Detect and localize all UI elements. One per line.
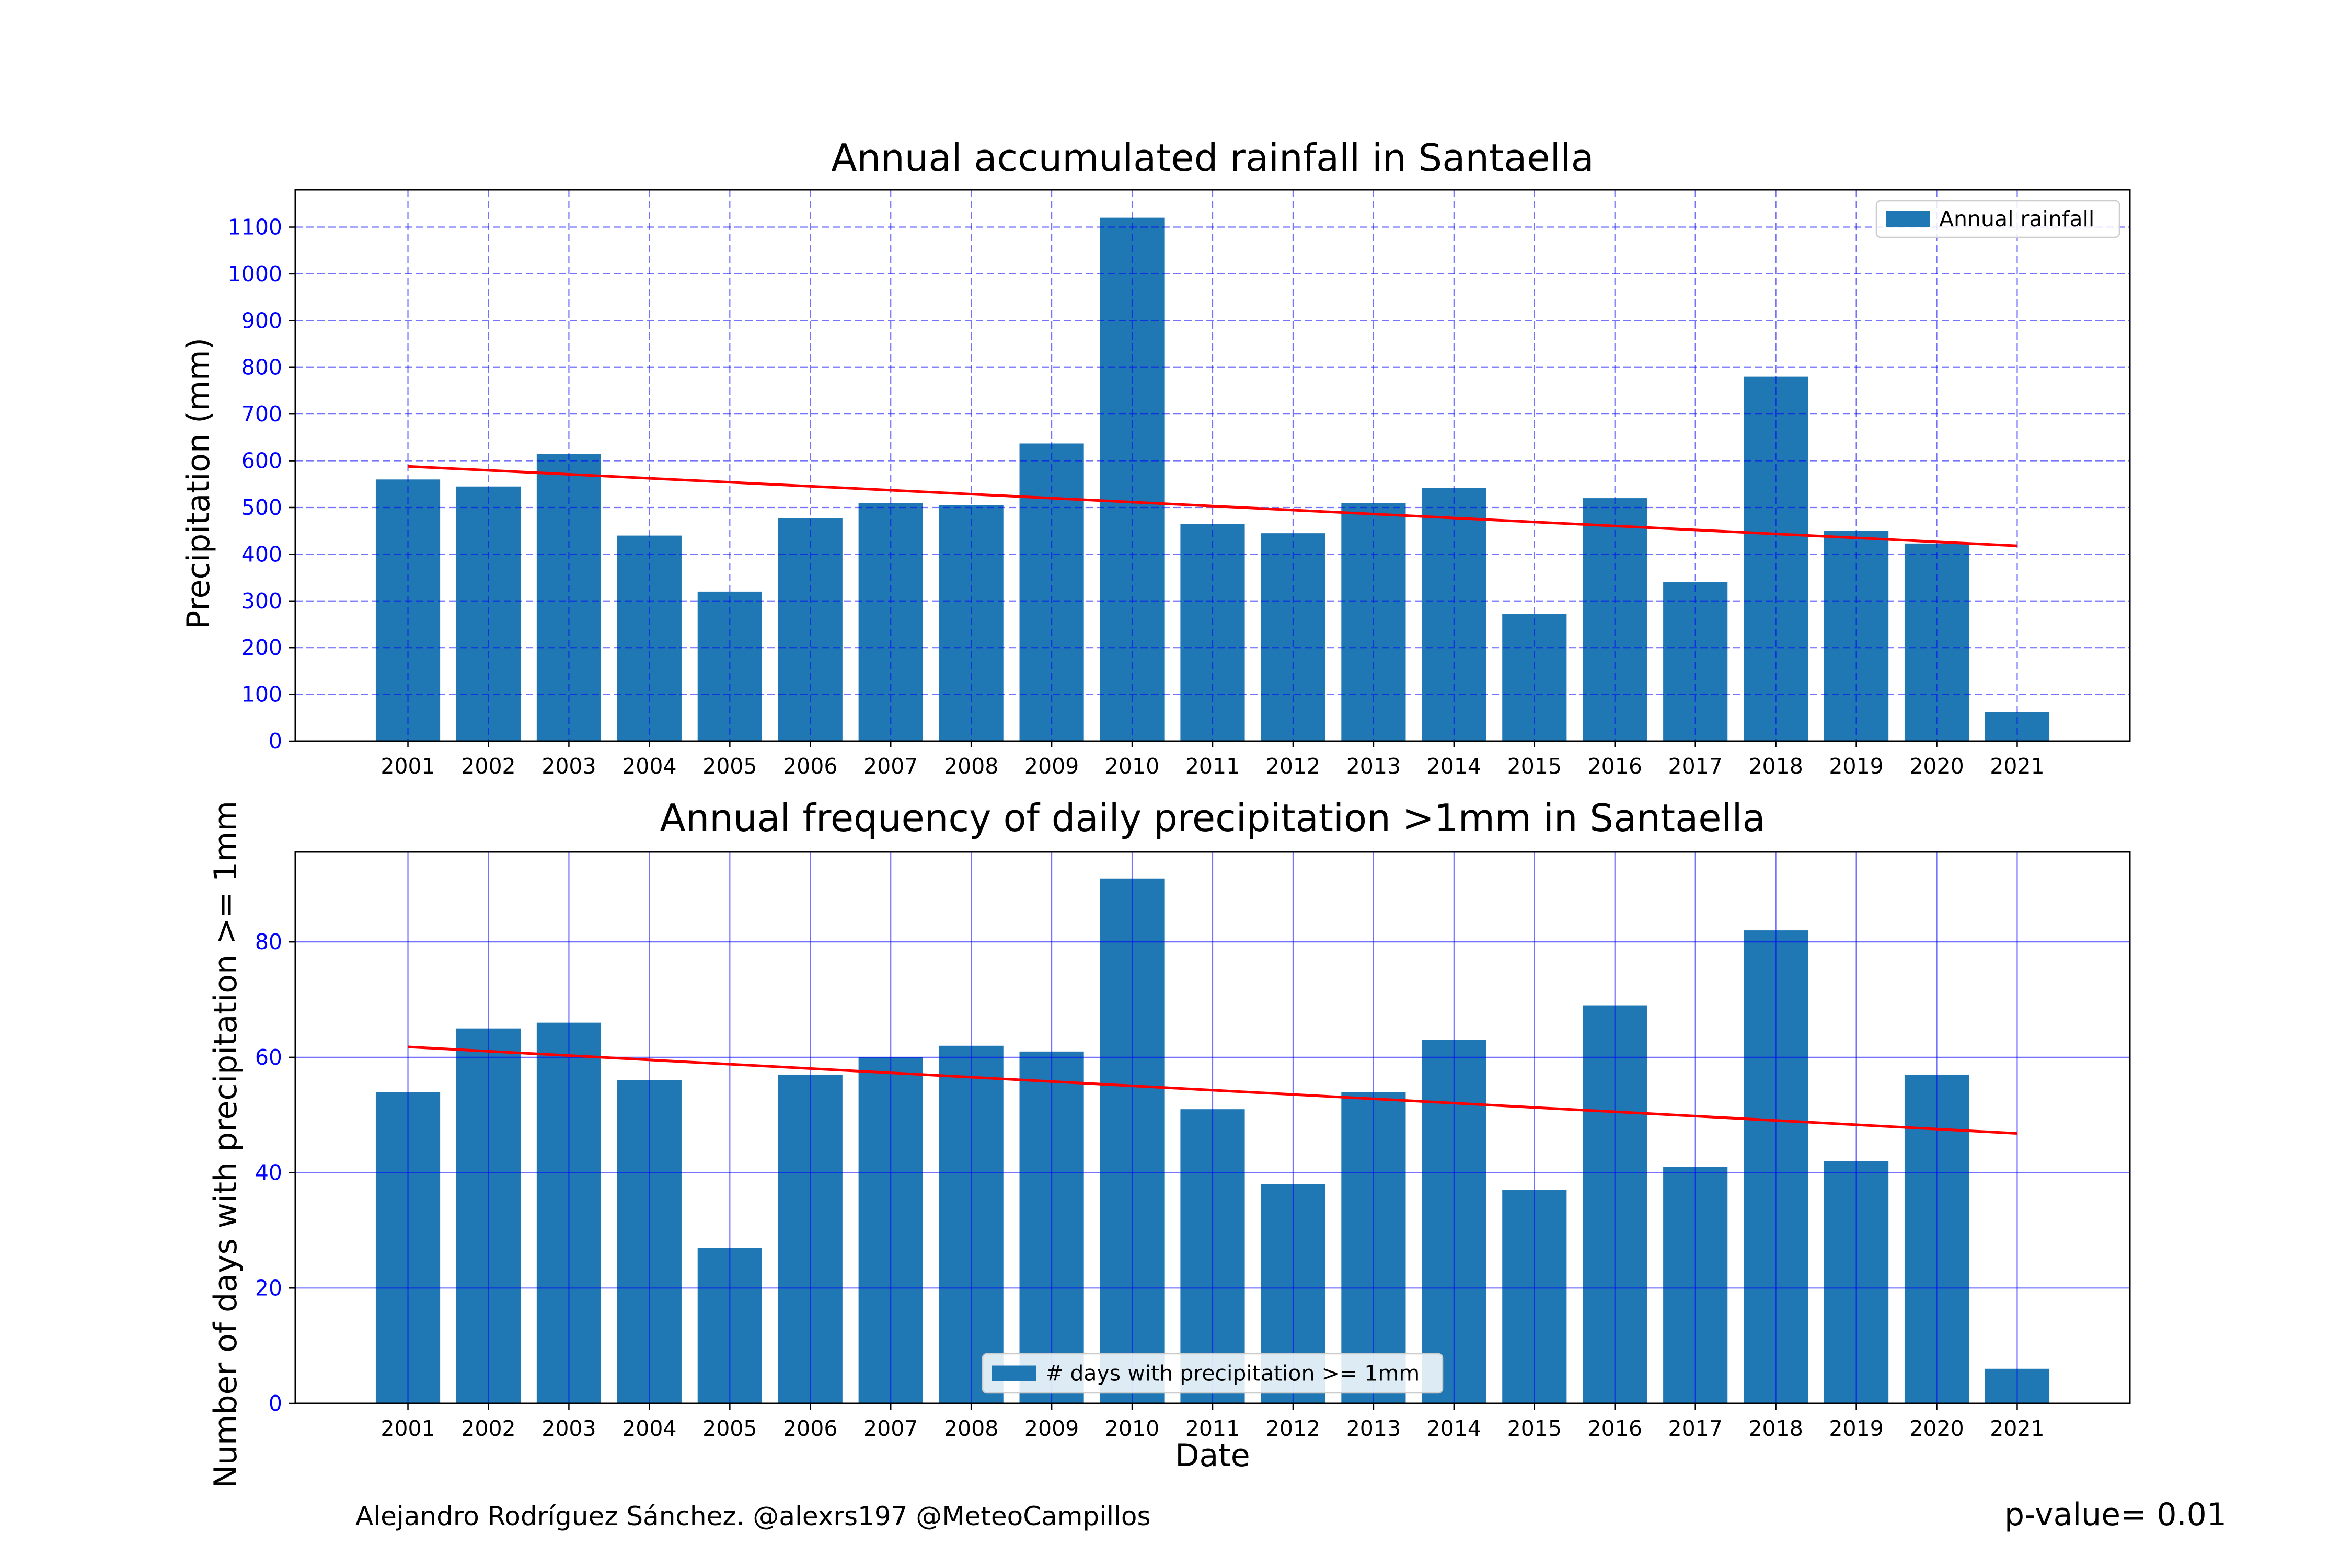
x-tick-label: 2017 [1668,754,1723,779]
y-tick-label: 1000 [228,261,282,286]
x-tick-label: 2017 [1668,1416,1723,1441]
chart-title: Annual accumulated rainfall in Santaella [831,136,1594,180]
y-tick-label: 0 [269,729,282,754]
x-tick-label: 2008 [944,754,998,779]
y-tick-label: 700 [241,401,282,426]
y-tick-label: 40 [255,1160,282,1185]
x-tick-label: 2004 [622,1416,676,1441]
legend-label: Annual rainfall [1939,206,2094,232]
x-tick-label: 2006 [783,754,837,779]
chart-title: Annual frequency of daily precipitation … [660,796,1765,840]
y-tick-label: 600 [241,448,282,474]
legend-swatch [992,1365,1036,1381]
x-tick-label: 2005 [702,1416,757,1441]
p-value: p-value= 0.01 [2004,1496,2227,1533]
x-tick-label: 2004 [622,754,676,779]
author-credit: Alejandro Rodríguez Sánchez. @alexrs197 … [355,1501,1151,1531]
x-tick-label: 2007 [863,1416,918,1441]
x-tick-label: 2011 [1185,754,1240,779]
legend-label: # days with precipitation >= 1mm [1045,1361,1420,1386]
y-tick-label: 400 [241,541,282,567]
x-tick-label: 2010 [1105,1416,1159,1441]
x-tick-label: 2001 [381,754,435,779]
y-tick-label: 500 [241,495,282,520]
x-tick-label: 2005 [702,754,757,779]
x-tick-label: 2010 [1105,754,1159,779]
x-tick-label: 2003 [541,754,596,779]
x-tick-label: 2002 [461,1416,515,1441]
legend-box [982,1353,1444,1394]
x-tick-label: 2016 [1588,754,1642,779]
x-tick-label: 2015 [1507,1416,1562,1441]
x-tick-label: 2012 [1266,754,1320,779]
rainfall-chart: Annual accumulated rainfall in Santaella… [180,136,2131,779]
x-tick-label: 2019 [1829,1416,1883,1441]
x-tick-label: 2001 [381,1416,435,1441]
y-tick-label: 80 [255,929,282,954]
x-tick-label: 2018 [1748,1416,1803,1441]
x-tick-label: 2014 [1427,1416,1481,1441]
x-tick-label: 2012 [1266,1416,1320,1441]
x-tick-label: 2020 [1909,754,1964,779]
x-tick-label: 2020 [1909,1416,1964,1441]
y-tick-label: 20 [255,1275,282,1300]
x-tick-label: 2006 [783,1416,837,1441]
x-tick-label: 2019 [1829,754,1883,779]
trend-line [408,465,2017,547]
legend-box [1875,200,2120,238]
x-tick-label: 2003 [541,1416,596,1441]
x-tick-label: 2018 [1748,754,1803,779]
y-axis-label: Precipitation (mm) [180,338,217,629]
x-axis-label: Date [1175,1437,1250,1474]
y-tick-label: 200 [241,635,282,660]
y-axis-label: Number of days with precipitation >= 1mm [207,801,244,1489]
y-tick-label: 300 [241,589,282,614]
x-tick-label: 2021 [1990,754,2044,779]
trend-line [408,1045,2017,1135]
x-tick-label: 2015 [1507,754,1562,779]
x-tick-label: 2008 [944,1416,998,1441]
x-tick-label: 2021 [1990,1416,2044,1441]
x-tick-label: 2013 [1346,754,1401,779]
x-tick-label: 2009 [1024,754,1079,779]
rain-days-chart: Annual frequency of daily precipitation … [207,796,2131,1489]
y-tick-label: 0 [269,1391,282,1416]
x-tick-label: 2009 [1024,1416,1079,1441]
y-tick-label: 60 [255,1045,282,1070]
y-tick-label: 800 [241,355,282,380]
x-tick-label: 2011 [1185,1416,1240,1441]
y-tick-label: 100 [241,682,282,707]
x-tick-label: 2016 [1588,1416,1642,1441]
y-tick-label: 900 [241,308,282,333]
bar [1985,712,2050,741]
x-tick-label: 2007 [863,754,918,779]
x-tick-label: 2013 [1346,1416,1401,1441]
x-tick-label: 2014 [1427,754,1481,779]
x-tick-label: 2002 [461,754,515,779]
legend-swatch [1886,211,1930,227]
y-tick-label: 1100 [228,215,282,240]
